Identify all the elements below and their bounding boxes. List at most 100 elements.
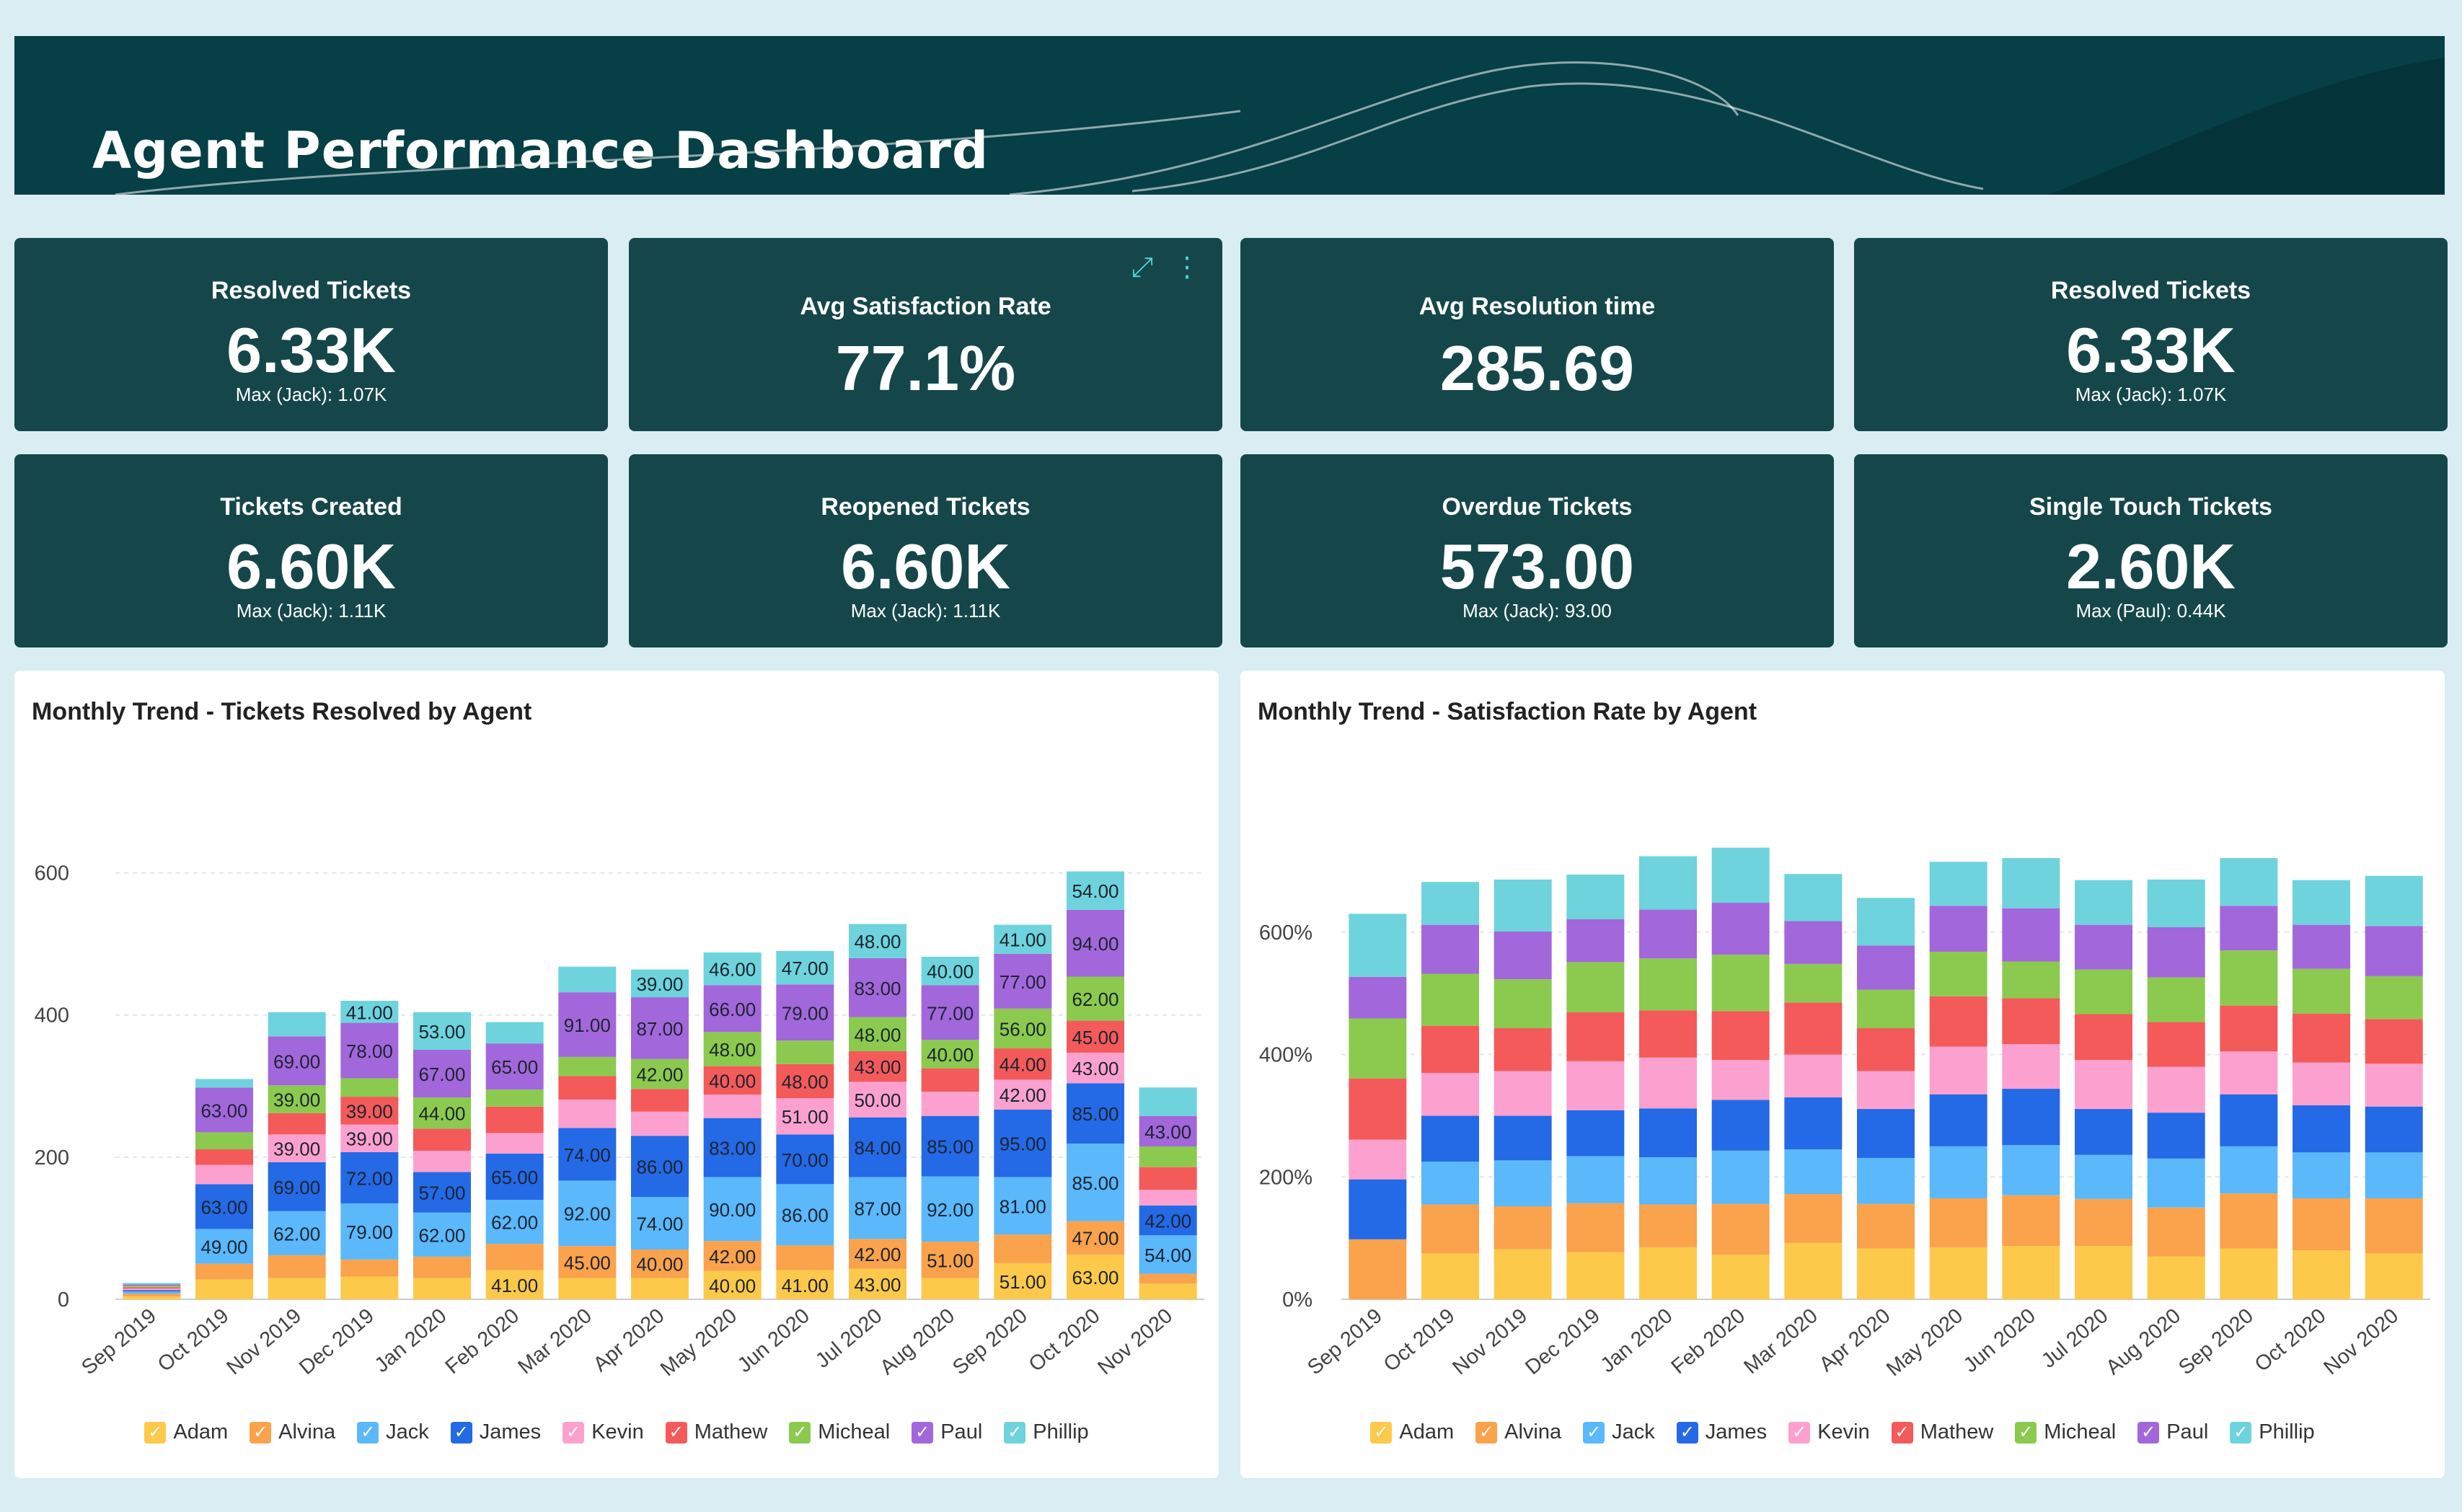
bar-segment-micheal[interactable] <box>1711 955 1770 1012</box>
bar-segment-mathew[interactable] <box>485 1106 544 1133</box>
bar-segment-phillip[interactable] <box>1711 847 1770 903</box>
bar-segment-kevin[interactable] <box>1067 1052 1124 1084</box>
bar-segment-adam[interactable] <box>1929 1247 1987 1299</box>
bar-segment-kevin[interactable] <box>1857 1071 1915 1110</box>
legend-item-paul[interactable]: ✓ Paul <box>2137 1420 2208 1444</box>
bar-segment-micheal[interactable] <box>1929 951 1987 996</box>
bar-segment-micheal[interactable] <box>1493 979 1552 1029</box>
bar-segment-alvina[interactable] <box>1067 1221 1124 1255</box>
bar-segment-paul[interactable] <box>1639 909 1697 959</box>
bar-segment-james[interactable] <box>2147 1113 2205 1159</box>
bar-segment-alvina[interactable] <box>123 1294 181 1297</box>
bar-segment-mathew[interactable] <box>1067 1020 1124 1053</box>
bar-segment-adam[interactable] <box>1493 1249 1552 1299</box>
bar-segment-kevin[interactable] <box>1639 1057 1697 1109</box>
bar-segment-paul[interactable] <box>1139 1115 1197 1147</box>
bar-segment-adam[interactable] <box>1857 1248 1915 1299</box>
bar-segment-kevin[interactable] <box>849 1082 906 1118</box>
bar-segment-kevin[interactable] <box>703 1095 762 1118</box>
bar-segment-phillip[interactable] <box>1857 898 1915 946</box>
bar-segment-phillip[interactable] <box>268 1012 326 1037</box>
bar-segment-jack[interactable] <box>1711 1150 1770 1204</box>
legend-item-kevin[interactable]: ✓ Kevin <box>1788 1420 1870 1444</box>
bar-segment-micheal[interactable] <box>268 1085 326 1113</box>
bar-segment-phillip[interactable] <box>2220 858 2278 906</box>
bar-segment-adam[interactable] <box>1421 1253 1479 1299</box>
bar-segment-jack[interactable] <box>1139 1235 1197 1274</box>
bar-segment-mathew[interactable] <box>1139 1167 1197 1190</box>
bar-segment-phillip[interactable] <box>195 1079 253 1088</box>
bar-segment-phillip[interactable] <box>340 1001 399 1023</box>
bar-segment-kevin[interactable] <box>2220 1051 2278 1095</box>
bar-segment-jack[interactable] <box>994 1177 1052 1235</box>
bar-segment-kevin[interactable] <box>1929 1046 1987 1095</box>
bar-segment-alvina[interactable] <box>776 1245 834 1270</box>
bar-segment-james[interactable] <box>2365 1106 2423 1153</box>
bar-segment-kevin[interactable] <box>1784 1054 1843 1097</box>
bar-segment-micheal[interactable] <box>2075 969 2132 1014</box>
bar-segment-alvina[interactable] <box>1784 1194 1843 1243</box>
bar-segment-kevin[interactable] <box>2365 1064 2423 1107</box>
bar-segment-mathew[interactable] <box>1421 1025 1479 1073</box>
bar-segment-james[interactable] <box>1349 1179 1407 1239</box>
bar-segment-paul[interactable] <box>1493 931 1552 980</box>
bar-segment-micheal[interactable] <box>413 1097 471 1129</box>
legend-item-james[interactable]: ✓ James <box>450 1420 541 1444</box>
bar-segment-alvina[interactable] <box>195 1263 253 1280</box>
bar-segment-jack[interactable] <box>2147 1158 2205 1208</box>
bar-segment-jack[interactable] <box>1639 1157 1697 1205</box>
legend-item-phillip[interactable]: ✓ Phillip <box>2230 1420 2315 1444</box>
bar-segment-adam[interactable] <box>994 1263 1052 1299</box>
bar-segment-alvina[interactable] <box>2002 1195 2060 1247</box>
bar-segment-kevin[interactable] <box>2147 1066 2205 1113</box>
bar-segment-jack[interactable] <box>776 1184 834 1246</box>
bar-segment-kevin[interactable] <box>413 1150 471 1172</box>
bar-segment-paul[interactable] <box>1067 909 1124 977</box>
bar-segment-adam[interactable] <box>2075 1246 2132 1299</box>
bar-segment-alvina[interactable] <box>558 1246 617 1278</box>
bar-segment-adam[interactable] <box>558 1278 617 1299</box>
bar-segment-mathew[interactable] <box>2293 1013 2350 1063</box>
bar-segment-micheal[interactable] <box>1349 1018 1407 1079</box>
bar-segment-kevin[interactable] <box>195 1164 253 1185</box>
bar-segment-alvina[interactable] <box>921 1242 979 1278</box>
bar-segment-alvina[interactable] <box>413 1256 471 1278</box>
bar-segment-james[interactable] <box>1711 1100 1770 1151</box>
bar-segment-paul[interactable] <box>1929 906 1987 952</box>
bar-segment-jack[interactable] <box>1421 1162 1479 1205</box>
bar-segment-adam[interactable] <box>2002 1246 2060 1299</box>
bar-segment-alvina[interactable] <box>340 1259 399 1277</box>
bar-segment-alvina[interactable] <box>703 1241 762 1271</box>
bar-segment-paul[interactable] <box>703 985 762 1033</box>
bar-segment-james[interactable] <box>1566 1110 1625 1157</box>
bar-segment-james[interactable] <box>703 1118 762 1177</box>
bar-segment-james[interactable] <box>1493 1115 1552 1161</box>
bar-segment-micheal[interactable] <box>123 1286 181 1288</box>
bar-segment-james[interactable] <box>340 1151 399 1203</box>
bar-segment-paul[interactable] <box>268 1036 326 1086</box>
bar-segment-jack[interactable] <box>1857 1157 1915 1204</box>
legend-item-adam[interactable]: ✓ Adam <box>1370 1420 1454 1444</box>
bar-segment-paul[interactable] <box>1857 945 1915 990</box>
bar-segment-kevin[interactable] <box>1139 1190 1197 1206</box>
bar-segment-micheal[interactable] <box>485 1089 544 1107</box>
bar-segment-phillip[interactable] <box>2075 880 2132 925</box>
bar-segment-micheal[interactable] <box>2293 968 2350 1014</box>
bar-segment-jack[interactable] <box>2365 1152 2423 1198</box>
bar-segment-jack[interactable] <box>1784 1149 1843 1195</box>
bar-segment-adam[interactable] <box>1639 1247 1697 1299</box>
bar-segment-kevin[interactable] <box>631 1111 689 1136</box>
bar-segment-adam[interactable] <box>195 1279 253 1299</box>
bar-segment-phillip[interactable] <box>776 951 834 985</box>
bar-segment-micheal[interactable] <box>849 1017 906 1051</box>
bar-segment-james[interactable] <box>921 1115 979 1177</box>
legend-item-mathew[interactable]: ✓ Mathew <box>665 1420 767 1444</box>
bar-segment-adam[interactable] <box>2365 1253 2423 1299</box>
bar-segment-jack[interactable] <box>558 1180 617 1247</box>
bar-segment-james[interactable] <box>195 1184 253 1229</box>
bar-segment-jack[interactable] <box>1929 1146 1987 1198</box>
bar-segment-kevin[interactable] <box>2293 1062 2350 1105</box>
bar-segment-phillip[interactable] <box>123 1283 181 1285</box>
bar-segment-james[interactable] <box>849 1117 906 1177</box>
bar-segment-adam[interactable] <box>1566 1252 1625 1299</box>
